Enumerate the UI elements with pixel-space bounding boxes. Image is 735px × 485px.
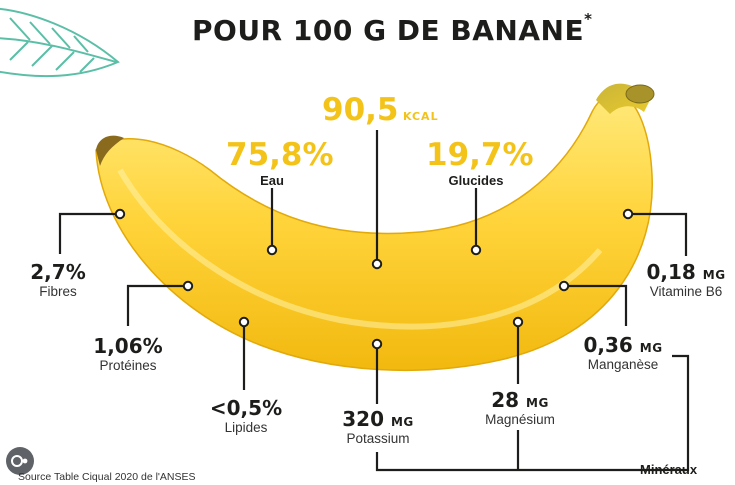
- lipides-value: <0,5%: [209, 396, 283, 420]
- fibres-label: Fibres: [39, 284, 77, 299]
- marker-dots: [114, 208, 634, 350]
- magnesium-block: 28 MG Magnésium: [474, 388, 566, 427]
- magnesium-label: Magnésium: [485, 412, 555, 427]
- glucides-label: Glucides: [448, 173, 504, 188]
- banana-illustration: [95, 83, 655, 372]
- connector-lines: [58, 130, 690, 472]
- glucides-value: 19,7%: [426, 137, 534, 173]
- eau-value: 75,8%: [226, 137, 334, 173]
- fibres-value: 2,7%: [30, 260, 86, 284]
- lipides-label: Lipides: [224, 420, 268, 435]
- proteines-label: Protéines: [99, 358, 157, 373]
- manganese-block: 0,36 MG Manganèse: [578, 333, 668, 372]
- eau-block: 75,8% Eau: [226, 137, 334, 188]
- eau-label: Eau: [260, 173, 284, 188]
- fibres-block: 2,7% Fibres: [22, 260, 94, 299]
- vitamine-b6-value: 0,18 MG: [646, 260, 726, 284]
- energy-value: 90,5 KCAL: [322, 92, 439, 128]
- glucides-block: 19,7% Glucides: [426, 137, 534, 188]
- vitamine-b6-label: Vitamine B6: [649, 284, 723, 299]
- source-note: Source Table Ciqual 2020 de l'ANSES: [18, 471, 196, 483]
- potassium-value: 320 MG: [342, 407, 414, 431]
- lens-icon[interactable]: [6, 447, 34, 475]
- potassium-block: 320 MG Potassium: [332, 407, 424, 446]
- proteines-block: 1,06% Protéines: [88, 334, 168, 373]
- potassium-label: Potassium: [346, 431, 410, 446]
- vitamine-b6-block: 0,18 MG Vitamine B6: [640, 260, 732, 299]
- manganese-value: 0,36 MG: [583, 333, 663, 357]
- page-title: POUR 100 G DE BANANE*: [192, 10, 593, 47]
- magnesium-value: 28 MG: [491, 388, 549, 412]
- mineraux-label: Minéraux: [640, 462, 698, 477]
- manganese-label: Manganèse: [587, 357, 659, 372]
- proteines-value: 1,06%: [93, 334, 163, 358]
- leaf-decoration: [0, 7, 120, 78]
- lipides-block: <0,5% Lipides: [206, 396, 286, 435]
